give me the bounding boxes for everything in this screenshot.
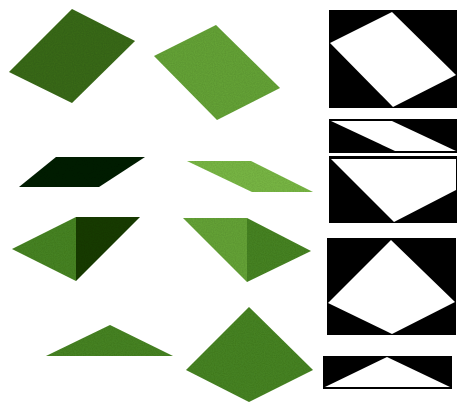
mask-flat-shape xyxy=(330,12,456,107)
tile-ridge-dark-right-face xyxy=(76,217,140,281)
tile-flat-light xyxy=(154,25,280,120)
tile-ridge-light xyxy=(183,218,311,282)
mask-wedge xyxy=(323,356,452,389)
mask-thin xyxy=(329,119,457,153)
tile-ridge-dark-left-face xyxy=(12,217,76,281)
tile-ridge-light-right-face xyxy=(247,218,311,282)
tile-ridge-dark xyxy=(12,217,140,281)
tile-wedge xyxy=(46,325,173,356)
tile-pyramid xyxy=(186,307,313,402)
mask-sloped-shape xyxy=(331,159,456,222)
mask-sloped xyxy=(329,156,457,223)
mask-diamond xyxy=(327,238,456,335)
mask-flat xyxy=(329,10,457,108)
mask-thin-shape xyxy=(331,121,456,151)
mask-wedge-shape xyxy=(325,357,450,387)
tile-flat-dark xyxy=(9,9,135,103)
tile-ridge-light-left-face xyxy=(183,218,247,282)
mask-diamond-shape xyxy=(328,240,455,334)
tile-thin-light xyxy=(187,161,313,192)
tile-thin-dark xyxy=(19,157,145,187)
